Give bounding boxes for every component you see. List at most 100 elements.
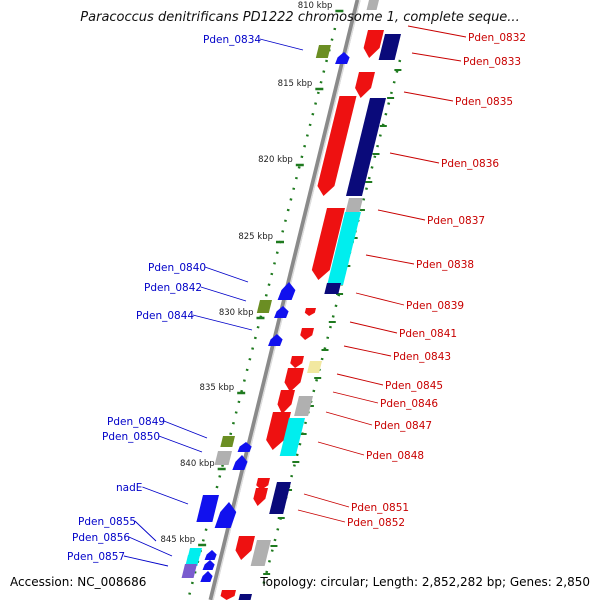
scale-tick-label: 830 kbp: [219, 308, 254, 318]
reverse-strand-feature: [345, 98, 386, 196]
forward-strand-gene-arrow: [214, 502, 237, 528]
forward-strand-gene-arrow: [274, 306, 289, 318]
gene-leader-line: [142, 486, 189, 505]
scale-tick-label: 835 kbp: [200, 383, 235, 393]
gene-label-reverse: Pden_0845: [385, 380, 443, 392]
forward-strand-gene-arrow: [277, 282, 296, 300]
forward-strand-feature: [256, 300, 272, 313]
scale-tick-label: 840 kbp: [180, 459, 215, 469]
forward-strand-gene-arrow: [204, 550, 217, 560]
reverse-strand-feature: [345, 198, 363, 212]
gene-leader-line: [163, 420, 208, 439]
reverse-strand-gene-arrow: [311, 208, 345, 280]
gene-leader-line: [403, 91, 454, 102]
scale-tick-label: 845 kbp: [160, 535, 195, 545]
gene-label-reverse: Pden_0832: [468, 32, 526, 44]
forward-strand-gene-arrow: [202, 560, 215, 570]
gene-label-reverse: Pden_0847: [374, 420, 432, 432]
gene-label-forward: nadE: [116, 482, 142, 494]
forward-strand-feature: [196, 495, 219, 522]
reverse-strand-gene-arrow: [235, 536, 255, 560]
reverse-strand-gene-arrow: [304, 308, 316, 316]
reverse-strand-gene-arrow: [253, 488, 268, 506]
forward-strand-gene-arrow: [200, 571, 213, 582]
gene-label-reverse: Pden_0835: [455, 96, 513, 108]
scale-tick-label: 825 kbp: [238, 232, 273, 242]
forward-strand-gene-arrow: [335, 52, 350, 64]
gene-leader-line: [349, 321, 398, 334]
gene-leader-line: [389, 152, 440, 164]
forward-strand-feature: [188, 548, 202, 556]
forward-strand-feature: [315, 45, 331, 58]
gene-label-forward: Pden_0856: [72, 532, 130, 544]
gene-leader-line: [332, 391, 379, 404]
gene-label-reverse: Pden_0838: [416, 259, 474, 271]
gene-label-reverse: Pden_0852: [347, 517, 405, 529]
gene-leader-line: [355, 292, 405, 306]
gene-leader-line: [200, 286, 247, 302]
gene-label-forward: Pden_0857: [67, 551, 125, 563]
gene-leader-line: [377, 209, 426, 221]
reverse-strand-feature: [279, 418, 305, 456]
gene-leader-line: [317, 441, 365, 456]
reverse-strand-feature: [327, 212, 361, 285]
forward-strand-feature: [185, 555, 200, 566]
forward-strand-gene-arrow: [268, 334, 283, 346]
gene-leader-line: [192, 314, 253, 331]
gene-leader-line: [365, 254, 415, 265]
gene-label-forward: Pden_0850: [102, 431, 160, 443]
gene-label-reverse: Pden_0836: [441, 158, 499, 170]
gene-leader-line: [259, 38, 304, 51]
gene-label-forward: Pden_0844: [136, 310, 194, 322]
reverse-strand-gene-arrow: [363, 30, 384, 58]
reverse-strand-gene-arrow: [284, 368, 304, 392]
gene-leader-line: [123, 555, 169, 567]
gene-label-reverse: Pden_0833: [463, 56, 521, 68]
reverse-strand-gene-arrow: [256, 478, 270, 490]
gene-label-reverse: Pden_0839: [406, 300, 464, 312]
gene-label-reverse: Pden_0841: [399, 328, 457, 340]
reverse-strand-feature: [250, 540, 271, 566]
gene-label-forward: Pden_0842: [144, 282, 202, 294]
forward-strand-feature: [214, 451, 232, 465]
reverse-strand-gene-arrow: [277, 390, 295, 414]
gene-leader-line: [303, 493, 350, 508]
topology-summary: Topology: circular; Length: 2,852,282 bp…: [260, 575, 590, 589]
forward-strand-gene-arrow: [237, 442, 252, 452]
gene-leader-line: [128, 536, 173, 557]
gene-leader-line: [158, 435, 203, 453]
reverse-strand-gene-arrow: [317, 96, 357, 196]
reverse-strand-gene-arrow: [290, 356, 304, 368]
gene-leader-line: [343, 345, 392, 357]
gene-label-forward: Pden_0849: [107, 416, 165, 428]
gene-label-reverse: Pden_0837: [427, 215, 485, 227]
reverse-strand-feature: [294, 396, 313, 416]
reverse-strand-gene-arrow: [300, 328, 314, 340]
forward-strand-feature: [220, 436, 235, 447]
gene-label-reverse: Pden_0843: [393, 351, 451, 363]
reverse-strand-feature: [307, 361, 322, 373]
map-title: Paracoccus denitrificans PD1222 chromoso…: [80, 10, 520, 25]
reverse-strand-gene-arrow: [355, 72, 375, 98]
gene-leader-line: [297, 509, 346, 523]
accession-label: Accession: NC_008686: [10, 575, 147, 589]
reverse-strand-feature: [269, 482, 291, 514]
reverse-strand-feature: [378, 34, 401, 60]
gene-label-reverse: Pden_0848: [366, 450, 424, 462]
reverse-strand-gene-arrow: [266, 412, 291, 450]
forward-strand-gene-arrow: [232, 455, 248, 470]
gene-label-forward: Pden_0834: [203, 34, 261, 46]
gene-label-reverse: Pden_0851: [351, 502, 409, 514]
gene-leader-line: [336, 373, 384, 386]
scale-tick-label: 810 kbp: [298, 1, 333, 11]
forward-strand-feature: [238, 594, 252, 600]
reverse-strand-feature: [324, 283, 341, 294]
gene-leader-line: [407, 25, 467, 38]
gene-label-forward: Pden_0840: [148, 262, 206, 274]
reverse-strand-feature: [366, 0, 379, 10]
scale-tick-label: 820 kbp: [258, 155, 293, 165]
scale-tick-label: 815 kbp: [278, 79, 313, 89]
reverse-strand-gene-arrow: [220, 590, 236, 600]
gene-leader-line: [325, 411, 373, 426]
